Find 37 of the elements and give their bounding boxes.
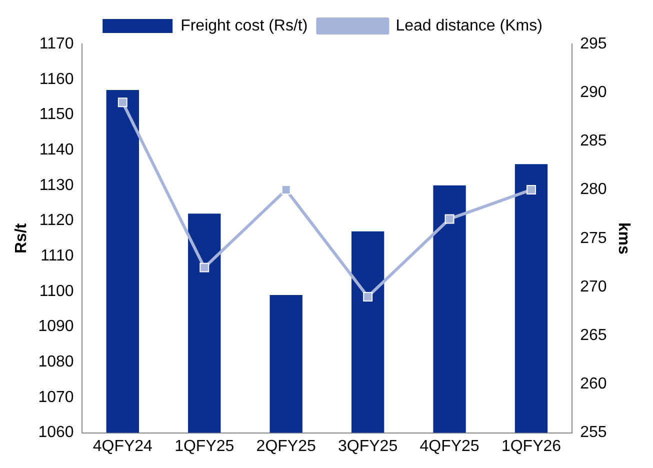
y2-tick-label: 290 — [580, 84, 607, 102]
x-tick-label: 4QFY25 — [420, 438, 480, 455]
y2-tick-label: 285 — [580, 132, 607, 150]
y-tick-label: 1110 — [40, 247, 74, 264]
y-axis-title: Rs/t — [13, 222, 30, 254]
y-tick-label: 1120 — [39, 212, 74, 230]
y2-tick-label: 280 — [580, 181, 607, 198]
x-tick-label: 2QFY25 — [256, 438, 316, 455]
y-tick-label: 1090 — [38, 318, 74, 336]
y-tick-label: 1130 — [39, 176, 74, 194]
point — [444, 214, 454, 224]
y-tick-label: 1140 — [39, 141, 74, 158]
y-tick-label: 1100 — [39, 282, 74, 300]
y2-tick-label: 275 — [580, 230, 607, 247]
point — [363, 292, 373, 302]
x-tick-label: 1QFY25 — [174, 438, 234, 455]
y2-tick-label: 255 — [580, 424, 607, 442]
y-tick-label: 1170 — [39, 35, 74, 52]
y2-tick-label: 265 — [580, 327, 607, 344]
y-tick-label: 1070 — [38, 388, 74, 406]
legend-label: Lead distance (Kms) — [396, 17, 542, 34]
point — [281, 185, 291, 195]
x-tick-label: 1QFY26 — [501, 438, 562, 455]
legend-label: Freight cost (Rs/t) — [180, 17, 308, 34]
y2-axis-title: kms — [614, 222, 632, 255]
x-tick-label: 3QFY25 — [338, 438, 398, 455]
y2-tick-label: 295 — [580, 35, 607, 52]
point — [200, 262, 210, 272]
y-tick-label: 1160 — [39, 70, 74, 88]
y-tick-label: 1060 — [38, 424, 74, 442]
x-tick-label: 4QFY24 — [92, 438, 153, 455]
point — [526, 185, 536, 195]
y-tick-label: 1150 — [39, 106, 74, 124]
y2-tick-label: 260 — [580, 376, 607, 393]
y-tick-label: 1080 — [38, 354, 74, 371]
point — [118, 98, 128, 108]
y2-tick-label: 270 — [580, 278, 607, 296]
